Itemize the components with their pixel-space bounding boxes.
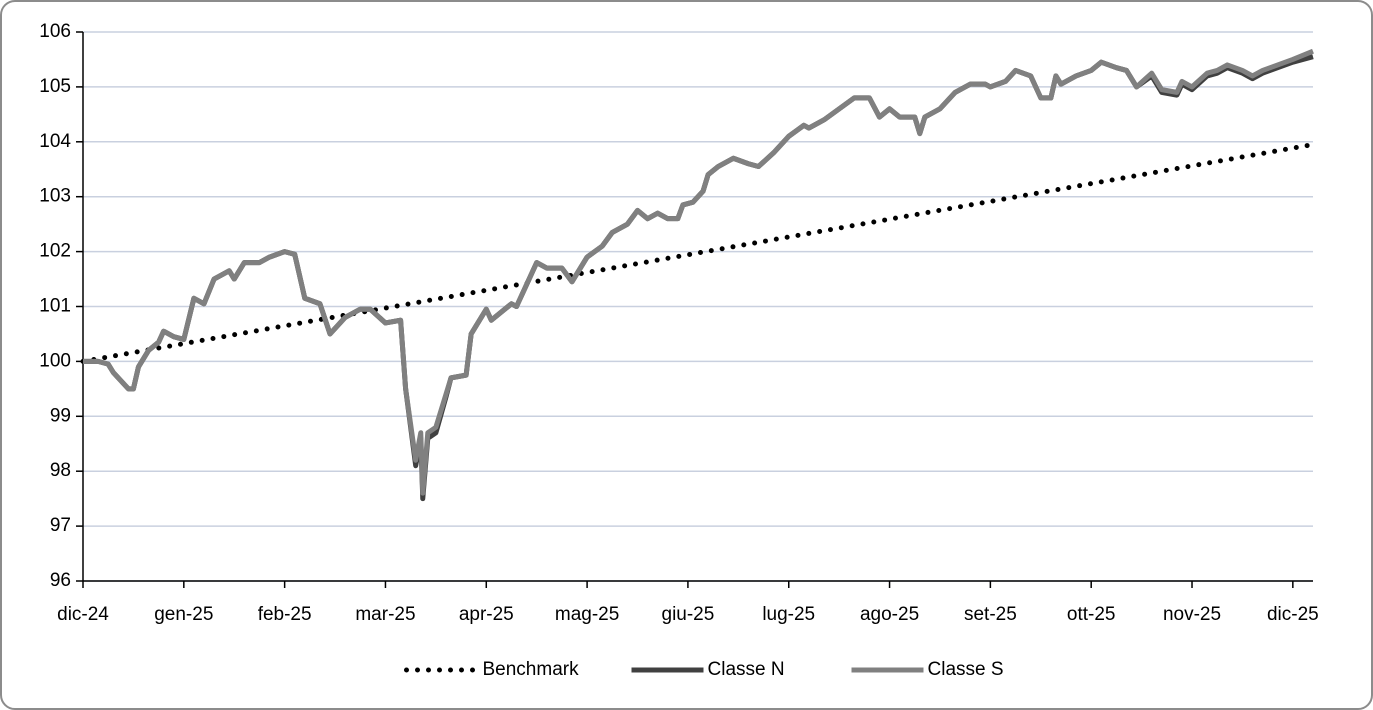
y-tick-label: 100 bbox=[39, 350, 71, 371]
x-tick-label: nov-25 bbox=[1163, 604, 1221, 625]
y-tick-label: 105 bbox=[39, 76, 71, 97]
y-tick-label: 102 bbox=[39, 241, 71, 262]
y-tick-label: 99 bbox=[50, 405, 71, 426]
y-tick-label: 106 bbox=[39, 21, 71, 42]
y-tick-label: 98 bbox=[50, 460, 71, 481]
x-tick-label: gen-25 bbox=[154, 604, 213, 625]
x-tick-label: ott-25 bbox=[1067, 604, 1116, 625]
series-line bbox=[83, 48, 1314, 496]
x-tick-label: mar-25 bbox=[355, 604, 415, 625]
x-tick-label: mag-25 bbox=[555, 604, 619, 625]
legend-label: Classe S bbox=[928, 659, 1004, 680]
y-tick-label: 101 bbox=[39, 296, 71, 317]
y-tick-label: 96 bbox=[50, 570, 71, 591]
x-tick-label: lug-25 bbox=[762, 604, 815, 625]
y-tick-label: 97 bbox=[50, 515, 71, 536]
x-tick-label: dic-25 bbox=[1267, 604, 1319, 625]
x-tick-label: feb-25 bbox=[258, 604, 312, 625]
y-tick-label: 104 bbox=[39, 131, 71, 152]
x-tick-label: giu-25 bbox=[662, 604, 715, 625]
series-line bbox=[80, 142, 1316, 364]
y-tick-label: 103 bbox=[39, 186, 71, 207]
x-tick-label: apr-25 bbox=[459, 604, 514, 625]
x-tick-label: dic-24 bbox=[57, 604, 109, 625]
legend-label: Classe N bbox=[708, 659, 785, 680]
x-tick-label: set-25 bbox=[964, 604, 1017, 625]
legend-label: Benchmark bbox=[483, 659, 580, 680]
x-tick-label: ago-25 bbox=[860, 604, 919, 625]
